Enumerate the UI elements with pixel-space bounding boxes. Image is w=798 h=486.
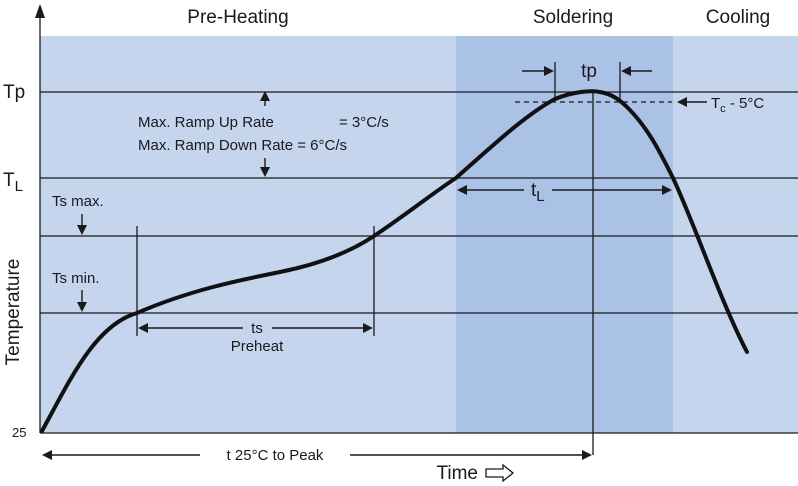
ramp-up-value: = 3°C/s xyxy=(339,114,389,131)
tp-right-arrow-head xyxy=(621,66,631,76)
total-time-right-head xyxy=(582,450,592,460)
tc-label: Tc - 5°C xyxy=(711,95,764,115)
ts-max-label: Ts max. xyxy=(52,193,104,210)
total-time-left-head xyxy=(42,450,52,460)
ts-time-left-head xyxy=(138,323,148,333)
plot-background xyxy=(40,36,798,433)
tl-time-right-head xyxy=(662,185,672,195)
total-time-label: t 25°C to Peak xyxy=(227,447,324,464)
tp-level-label: Tp xyxy=(3,82,25,103)
ramp-up-label: Max. Ramp Up Rate xyxy=(138,114,274,131)
tl-time-label: tL xyxy=(531,180,545,205)
tl-time-left-head xyxy=(457,185,467,195)
zone-label-preheating: Pre-Heating xyxy=(187,7,288,28)
time-arrow-icon xyxy=(485,463,515,483)
tp-time-label: tp xyxy=(581,61,597,82)
ts-time-label: ts xyxy=(251,320,263,337)
ramp-down-label: Max. Ramp Down Rate = 6°C/s xyxy=(138,137,347,154)
tp-left-arrow-head xyxy=(544,66,554,76)
origin-25-label: 25 xyxy=(12,425,26,440)
tl-level-label: TL xyxy=(3,170,23,195)
x-axis-title: Time xyxy=(436,463,478,484)
tc-arrow-head xyxy=(677,97,687,107)
reflow-curve xyxy=(40,89,749,433)
ts-max-arrow-head xyxy=(77,225,87,235)
ts-preheat-label: Preheat xyxy=(231,338,284,355)
ts-time-right-head xyxy=(363,323,373,333)
ts-min-arrow-head xyxy=(77,302,87,312)
y-axis-title: Temperature xyxy=(3,259,24,366)
ramp-arrow-up-head xyxy=(260,91,270,101)
ts-min-label: Ts min. xyxy=(52,270,100,287)
zone-label-cooling: Cooling xyxy=(706,7,770,28)
ramp-arrow-down-head xyxy=(260,167,270,177)
y-axis-arrowhead xyxy=(35,4,45,18)
zone-label-soldering: Soldering xyxy=(533,7,613,28)
